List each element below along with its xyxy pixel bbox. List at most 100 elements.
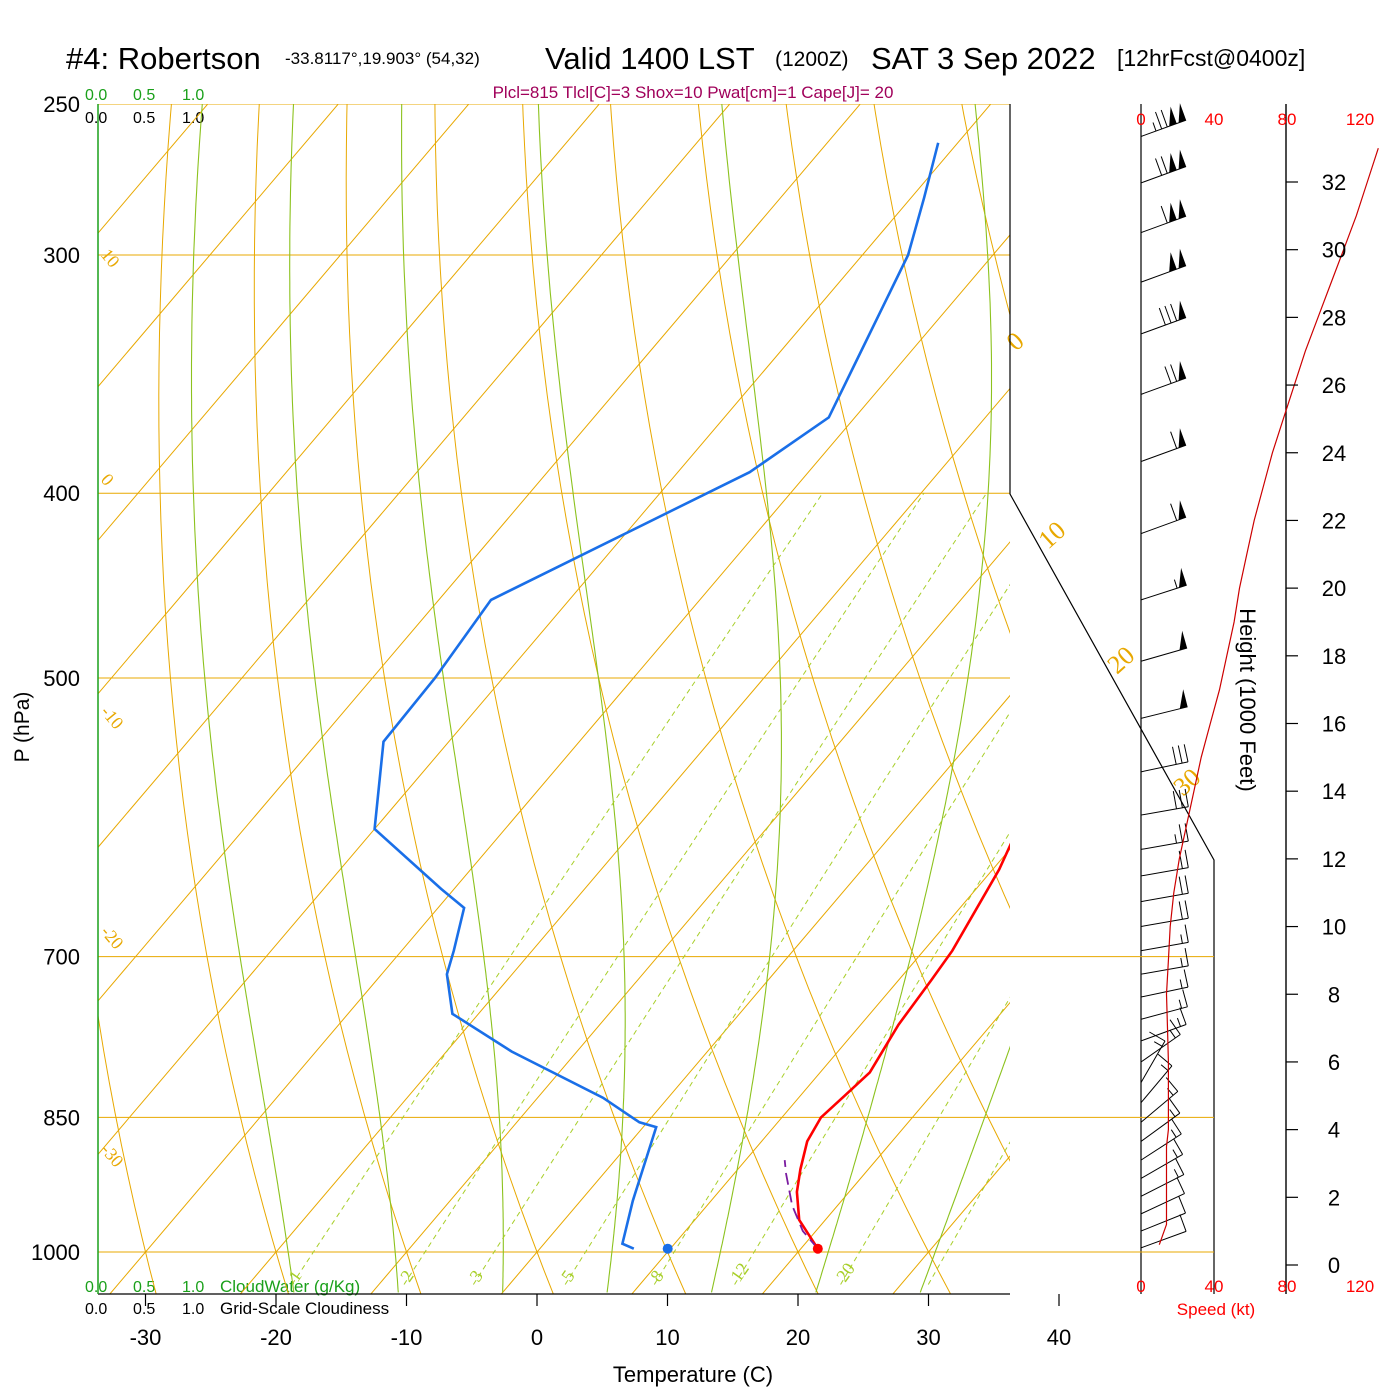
height-tick-label: 30 [1322, 238, 1346, 263]
sounding-profiles [373, 142, 1010, 1254]
wind-barb [1140, 1118, 1182, 1161]
isotherm [370, 541, 1010, 1294]
barb-flag [1178, 199, 1187, 219]
cloudiness-label: Grid-Scale Cloudiness [220, 1299, 389, 1318]
isotherm-label: -30 [97, 1140, 128, 1171]
speed-tick-label: 40 [1205, 110, 1224, 129]
wind-barb [1140, 103, 1187, 137]
wind-barb [1140, 361, 1187, 395]
isotherm-label: 10 [1033, 516, 1072, 555]
barb-flag [1178, 500, 1187, 520]
speed-axis-label: Speed (kt) [1177, 1300, 1255, 1319]
isotherm [98, 104, 470, 542]
barb-half [1153, 1041, 1163, 1047]
barb-full [1178, 850, 1183, 869]
height-tick-label: 20 [1322, 576, 1346, 601]
barb-half [1176, 1017, 1181, 1027]
wind-barb [1140, 849, 1189, 877]
barb-flag [1169, 252, 1177, 272]
height-tick-label: 26 [1322, 373, 1346, 398]
dry-adiabat [697, 104, 1010, 1162]
barb-staff [1140, 1112, 1181, 1142]
barb-full [1170, 503, 1178, 521]
height-tick-label: 18 [1322, 644, 1346, 669]
barb-full [1164, 305, 1172, 324]
barb-flag [1178, 428, 1187, 448]
barb-half [1178, 999, 1183, 1009]
wind-barb [1140, 428, 1187, 463]
pressure-tick-label: 400 [43, 481, 80, 506]
barb-full [1184, 900, 1189, 919]
speed-tick-label: 0 [1136, 1277, 1145, 1296]
wind-barb [1140, 199, 1187, 234]
isotherm [631, 848, 1010, 1294]
x-tick-label: -30 [130, 1325, 162, 1350]
pressure-tick-label: 300 [43, 243, 80, 268]
wind-barb [1140, 300, 1187, 335]
barb-flag [1169, 202, 1177, 223]
x-tick-label: 30 [916, 1325, 940, 1350]
mixing-ratio-label: 5 [557, 1266, 579, 1285]
barb-staff [1140, 1006, 1188, 1020]
height-tick-label: 16 [1322, 712, 1346, 737]
barb-staff [1140, 941, 1189, 952]
moist-adiabat [401, 104, 504, 1293]
barb-full [1178, 824, 1183, 843]
height-tick-label: 6 [1328, 1050, 1340, 1075]
barb-flag [1178, 361, 1187, 381]
barb-full [1168, 1098, 1181, 1114]
barb-full [1182, 989, 1188, 1007]
mixing-ratio-label: 3 [465, 1266, 487, 1285]
barb-half [1170, 1129, 1177, 1138]
dry-adiabat [1125, 53, 1400, 1301]
wind-speed-line [1158, 148, 1379, 1245]
cloudwater-tick-top-0: 0.0 [85, 87, 107, 104]
pressure-tick-label: 250 [43, 92, 80, 117]
isotherm [98, 104, 731, 849]
barb-full [1158, 307, 1166, 326]
barb-full [1183, 969, 1189, 988]
wind-barb [1140, 948, 1189, 975]
barb-full [1171, 1118, 1182, 1135]
height-tick-label: 8 [1328, 982, 1340, 1007]
barb-flag [1179, 630, 1188, 651]
cloudiness-tick-bottom-0: 0.0 [85, 1301, 107, 1318]
barb-full [1176, 1177, 1185, 1194]
wind-barb [1140, 689, 1188, 719]
thermo-grid [98, 53, 1400, 1301]
cloudiness-tick-bottom-1: 0.5 [133, 1301, 155, 1318]
barb-staff [1140, 119, 1187, 137]
barb-full [1184, 823, 1189, 842]
station-coords: -33.8117°,19.903° (54,32) [285, 49, 480, 68]
wind-barb [1140, 1177, 1185, 1215]
dry-adiabat [610, 104, 952, 1294]
barb-half [1169, 1109, 1176, 1117]
barb-staff [1140, 444, 1187, 463]
barb-full [1172, 791, 1177, 809]
mixing-ratio-label: 12 [726, 1259, 753, 1285]
barb-staff [1140, 1024, 1187, 1042]
barb-full [1184, 924, 1189, 943]
moist-adiabat [537, 104, 626, 1293]
barb-full [1169, 1019, 1181, 1035]
wind-barb [1140, 1077, 1179, 1123]
barb-full [1179, 1007, 1187, 1025]
barb-staff [1140, 516, 1187, 535]
cloudiness-tick-bottom-2: 1.0 [182, 1301, 204, 1318]
mixing-ratio-line [472, 492, 987, 1285]
wind-barb [1140, 248, 1187, 283]
barb-staff [1140, 986, 1189, 998]
dry-adiabat [961, 104, 1010, 317]
barb-staff [1140, 917, 1189, 928]
height-tick-label: 22 [1322, 508, 1346, 533]
mixing-ratio-line [734, 831, 1010, 1285]
barb-staff [1140, 1212, 1186, 1232]
wind-barb [1140, 1158, 1185, 1197]
barb-full [1178, 789, 1183, 808]
wind-barb [1140, 567, 1187, 601]
barb-staff [1140, 1065, 1173, 1103]
cloudwater-label: CloudWater (g/Kg) [220, 1277, 360, 1296]
dry-adiabat [98, 1012, 157, 1294]
isotherm [761, 1001, 1010, 1294]
